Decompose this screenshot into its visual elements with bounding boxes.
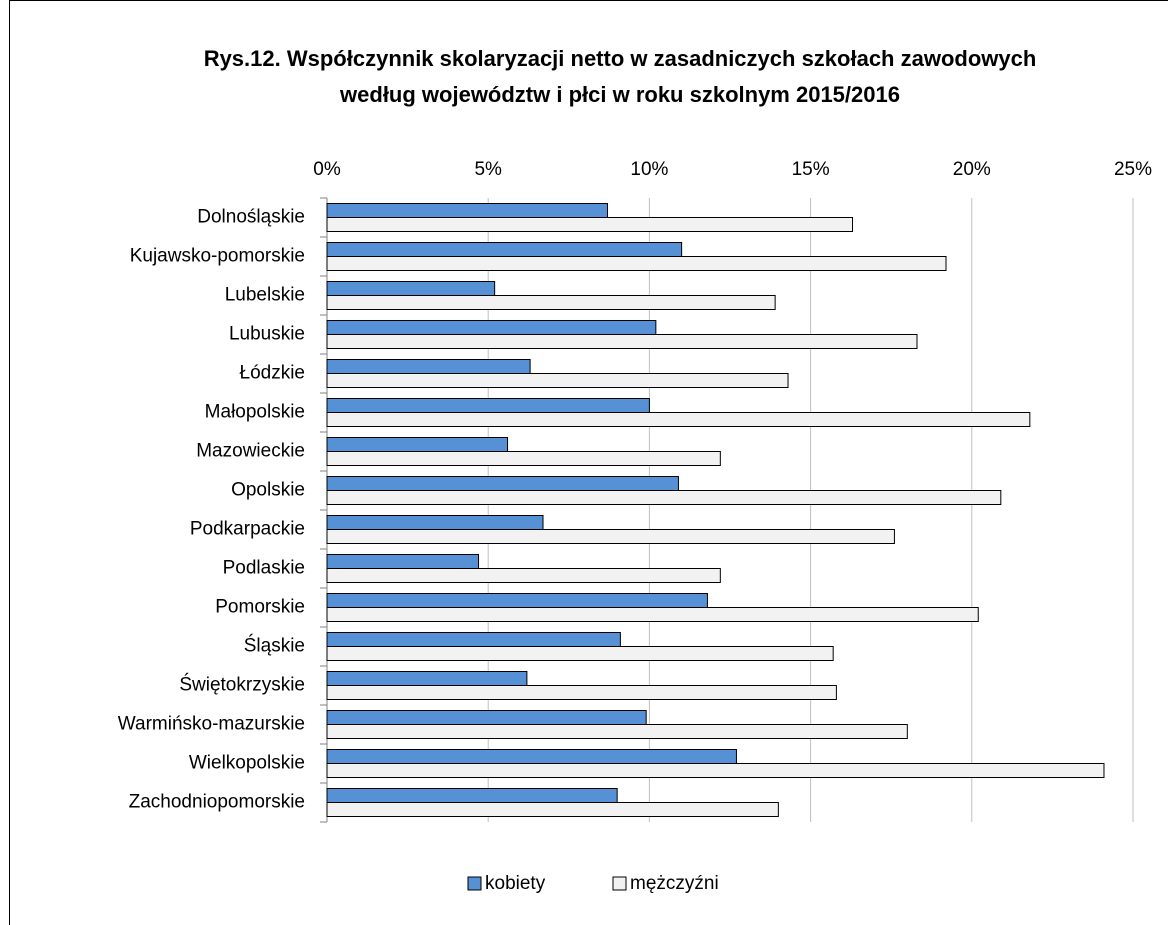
y-tick-label: Świętokrzyskie	[179, 674, 305, 696]
bar	[326, 320, 657, 335]
bar	[326, 476, 679, 491]
bar	[326, 685, 837, 700]
y-tick-label: Wielkopolskie	[189, 753, 305, 774]
bar	[326, 217, 854, 232]
bar	[326, 568, 721, 583]
y-tick-label: Lubelskie	[225, 285, 305, 306]
bar	[326, 671, 528, 686]
y-tick-label: Łódzkie	[240, 363, 306, 384]
bar	[326, 710, 647, 725]
y-tick-label: Śląskie	[244, 635, 305, 657]
y-tick-label: Dolnośląskie	[197, 207, 305, 228]
bar	[326, 295, 776, 310]
y-tick-label: Warmińsko-mazurskie	[118, 714, 305, 735]
legend-swatch	[612, 876, 627, 891]
bar	[326, 529, 895, 544]
bar	[326, 437, 509, 452]
y-tick-label: Podlaskie	[223, 558, 305, 579]
bar	[326, 788, 618, 803]
bar	[326, 749, 737, 764]
y-tick-label: Pomorskie	[215, 597, 305, 618]
legend-label: mężczyźni	[630, 873, 719, 894]
legend-label: kobiety	[485, 873, 546, 894]
bar	[326, 256, 947, 271]
chart-title: Rys.12. Współczynnik skolaryzacji netto …	[204, 46, 1037, 71]
bar	[326, 802, 779, 817]
x-tick-label: 5%	[474, 159, 502, 180]
y-tick-label: Podkarpackie	[190, 519, 305, 540]
bar	[326, 242, 683, 257]
y-tick-label: Zachodniopomorskie	[129, 792, 305, 813]
legend-swatch	[467, 876, 482, 891]
y-tick-label: Kujawsko-pomorskie	[130, 246, 305, 267]
bar	[326, 632, 621, 647]
x-tick-label: 10%	[630, 159, 668, 180]
x-tick-label: 25%	[1114, 159, 1152, 180]
chart-title: według województw i płci w roku szkolnym…	[339, 82, 900, 107]
bar	[326, 373, 789, 388]
bar	[326, 281, 496, 296]
y-tick-label: Mazowieckie	[196, 441, 305, 462]
bar	[326, 398, 650, 413]
bar	[326, 412, 1031, 427]
y-tick-label: Małopolskie	[205, 402, 305, 423]
bar	[326, 763, 1105, 778]
bar	[326, 607, 979, 622]
x-tick-label: 0%	[313, 159, 341, 180]
x-tick-label: 15%	[792, 159, 830, 180]
bar	[326, 515, 544, 530]
bar	[326, 554, 480, 569]
bar	[326, 359, 531, 374]
bar	[326, 646, 834, 661]
y-tick-label: Opolskie	[231, 480, 305, 501]
bar	[326, 334, 918, 349]
bar	[326, 203, 608, 218]
bar	[326, 451, 721, 466]
x-tick-label: 20%	[953, 159, 991, 180]
bar	[326, 490, 1002, 505]
y-tick-label: Lubuskie	[229, 324, 305, 345]
bar	[326, 593, 708, 608]
bar	[326, 724, 908, 739]
